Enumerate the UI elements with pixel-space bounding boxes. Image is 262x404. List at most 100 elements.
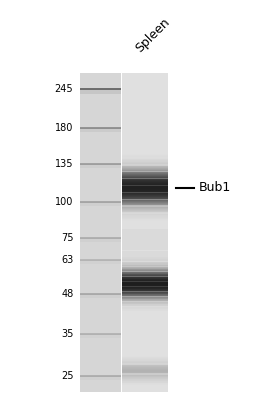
Bar	[122, 271, 168, 272]
Bar	[122, 206, 168, 208]
Bar	[122, 211, 168, 213]
Text: 48: 48	[61, 289, 73, 299]
Bar	[122, 185, 168, 186]
Bar	[122, 156, 168, 158]
Bar	[122, 372, 168, 373]
Bar	[122, 374, 168, 375]
Bar	[122, 187, 168, 189]
Bar	[122, 174, 168, 176]
Text: 25: 25	[61, 371, 73, 381]
Text: 180: 180	[55, 123, 73, 133]
Bar	[122, 291, 168, 292]
Bar	[122, 188, 168, 190]
Bar	[122, 310, 168, 311]
Bar	[122, 157, 168, 158]
Bar	[122, 256, 168, 259]
Bar	[80, 334, 121, 338]
Bar	[122, 369, 168, 370]
Bar	[122, 380, 168, 381]
Bar	[122, 299, 168, 301]
Bar	[122, 217, 168, 219]
Bar	[122, 194, 168, 195]
Bar	[122, 304, 168, 305]
Bar	[122, 301, 168, 303]
Bar	[122, 183, 168, 185]
Bar	[122, 253, 168, 256]
Bar	[122, 283, 168, 284]
Bar	[122, 265, 168, 266]
Bar	[122, 358, 168, 359]
Bar	[122, 204, 168, 206]
Bar	[122, 280, 168, 281]
Bar	[122, 214, 168, 215]
Bar	[122, 266, 168, 267]
Bar	[122, 219, 168, 220]
Bar	[122, 194, 168, 196]
Bar	[122, 358, 168, 359]
Bar	[122, 379, 168, 380]
Bar	[122, 363, 168, 364]
Bar	[122, 379, 168, 380]
Bar	[122, 276, 168, 278]
Bar	[122, 189, 168, 191]
Bar	[122, 193, 168, 194]
Bar	[80, 259, 121, 261]
Bar	[122, 382, 168, 383]
Bar	[122, 179, 168, 180]
Bar	[122, 181, 168, 183]
Bar	[122, 201, 168, 203]
Bar	[122, 288, 168, 289]
Bar	[122, 268, 168, 269]
Bar	[122, 384, 168, 385]
Bar	[122, 192, 168, 193]
Bar	[122, 264, 168, 265]
Bar	[122, 374, 168, 375]
Bar	[122, 271, 168, 273]
Bar	[122, 284, 168, 285]
Bar	[122, 212, 168, 213]
Bar	[122, 270, 168, 271]
Bar	[80, 293, 121, 295]
Bar	[122, 163, 168, 164]
Bar	[122, 177, 168, 179]
Bar	[122, 280, 168, 281]
Bar	[122, 383, 168, 384]
Bar	[122, 363, 168, 364]
Bar	[122, 209, 168, 211]
Text: Spleen: Spleen	[133, 15, 172, 55]
Bar	[122, 259, 168, 261]
Bar	[122, 365, 168, 366]
Bar	[122, 200, 168, 202]
Text: 75: 75	[61, 233, 73, 243]
Bar	[122, 246, 168, 248]
Bar	[122, 370, 168, 371]
Bar	[122, 231, 168, 234]
Bar	[122, 262, 168, 263]
Bar	[122, 158, 168, 160]
Bar	[122, 375, 168, 377]
Bar	[122, 240, 168, 243]
Text: Bub1: Bub1	[199, 181, 231, 194]
Bar	[122, 373, 168, 374]
Bar	[122, 236, 168, 238]
Bar	[122, 292, 168, 294]
Bar	[122, 180, 168, 182]
Bar	[122, 216, 168, 218]
Bar	[80, 127, 121, 129]
Bar	[122, 262, 168, 264]
Bar	[122, 299, 168, 300]
Bar	[122, 259, 168, 260]
Bar	[122, 191, 168, 192]
Bar	[122, 173, 168, 175]
Text: 100: 100	[55, 197, 73, 207]
Bar	[122, 160, 168, 161]
Bar	[122, 172, 168, 173]
Bar	[122, 168, 168, 170]
Bar	[122, 309, 168, 310]
Bar	[122, 359, 168, 360]
Bar	[122, 274, 168, 275]
Bar	[122, 220, 168, 221]
Bar	[122, 284, 168, 286]
Bar	[80, 375, 121, 377]
Bar	[122, 184, 168, 185]
